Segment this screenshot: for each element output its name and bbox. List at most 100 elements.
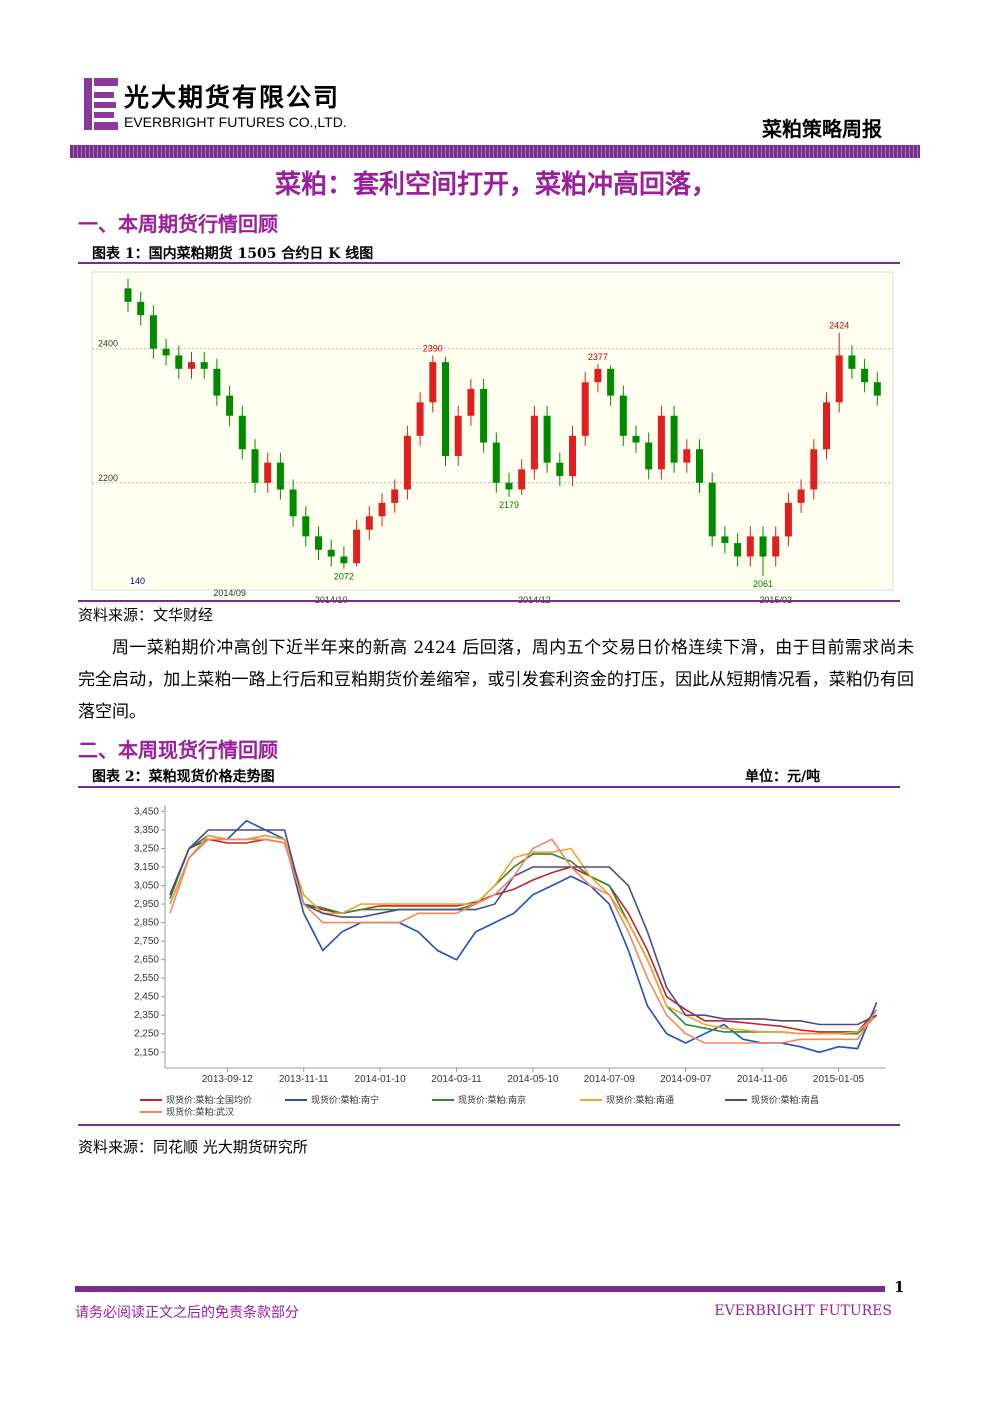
series-line xyxy=(169,829,878,1026)
candle-body xyxy=(823,402,830,450)
candle-body xyxy=(403,435,411,490)
x-tick-label: 2014-11-06 xyxy=(737,1074,788,1085)
y-tick-label: 3,150 xyxy=(134,862,159,873)
candle-body xyxy=(429,362,437,403)
x-tick-label: 2015-01-05 xyxy=(813,1074,865,1085)
candle-body xyxy=(378,502,386,517)
candle-body xyxy=(810,449,818,490)
y-tick-label: 2400 xyxy=(98,339,118,349)
candle-body xyxy=(835,355,843,403)
y-tick-label: 2,650 xyxy=(134,955,159,966)
candle-body xyxy=(645,442,653,470)
candle-body xyxy=(581,382,589,436)
candle-body xyxy=(213,368,221,396)
candle-body xyxy=(149,315,157,349)
x-tick-label: 2014/09 xyxy=(213,588,246,598)
candle-body xyxy=(708,482,716,537)
figure-title: 图表 1：国内菜粕期货 1505 合约日 K 线图 xyxy=(92,246,374,262)
candle-body xyxy=(683,449,691,463)
legend-label: 现货价:菜粕:南京 xyxy=(458,1094,526,1105)
price-annotation: 2424 xyxy=(829,321,849,331)
candle-body xyxy=(264,462,272,483)
candle-body xyxy=(365,516,373,530)
y-tick-label: 2,950 xyxy=(134,899,159,910)
series-line xyxy=(169,838,878,1044)
series-line xyxy=(169,834,878,1035)
candle-body xyxy=(632,435,640,443)
footer-brand: EVERBRIGHT FUTURES xyxy=(714,1303,892,1319)
candle-body xyxy=(569,435,576,477)
candle-body xyxy=(162,348,170,356)
candle-body xyxy=(492,442,500,483)
candle-body xyxy=(619,395,627,436)
candle-body xyxy=(340,556,348,564)
x-tick-label: 2014-09-07 xyxy=(660,1074,712,1085)
candle-body xyxy=(873,382,881,396)
y-tick-label: 2200 xyxy=(98,473,118,483)
candle-body xyxy=(797,489,805,503)
legend-label: 现货价:菜粕:全国均价 xyxy=(166,1094,252,1105)
candle-body xyxy=(467,388,475,416)
candle-body xyxy=(670,415,678,463)
candle-body xyxy=(175,355,183,369)
candle-body xyxy=(861,368,869,383)
candle-body xyxy=(315,536,322,550)
candle-body xyxy=(454,415,462,456)
logo xyxy=(84,78,118,130)
candle-body xyxy=(137,301,145,316)
source: 资料来源：文华财经 xyxy=(78,606,214,624)
source: 资料来源：同花顺 光大期货研究所 xyxy=(78,1138,308,1156)
candle-body xyxy=(543,415,551,463)
candle-body xyxy=(759,536,767,557)
y-tick-label: 2,350 xyxy=(134,1010,159,1021)
series-line xyxy=(169,838,878,1033)
figure-title: 图表 2：菜粕现货价格走势图 xyxy=(92,769,275,785)
candle-body xyxy=(327,549,335,557)
y-tick-label: 2,750 xyxy=(134,936,159,947)
rule xyxy=(78,262,900,264)
kline-chart: 2200 2400 2014/09 2014/10 2014/12 2015/02 2390… xyxy=(91,271,894,604)
price-annotation: 2377 xyxy=(588,352,608,362)
x-tick-label: 2014-03-11 xyxy=(431,1074,482,1085)
line-chart: 2,150 2,250 2,350 2,450 2,550 2,650 2,750 2,850… xyxy=(134,805,885,1117)
candle-body xyxy=(505,482,513,490)
y-tick-label: 2,550 xyxy=(134,973,159,984)
rule xyxy=(78,600,900,602)
candle-body xyxy=(696,449,703,483)
y-tick-label: 2,150 xyxy=(134,1047,159,1058)
y-tick-label: 3,350 xyxy=(134,825,159,836)
candle-body xyxy=(276,462,284,490)
candle-body xyxy=(518,469,526,490)
x-tick-label: 2014-05-10 xyxy=(507,1074,559,1085)
y-tick-label: 3,050 xyxy=(134,881,159,892)
legend-label: 现货价:菜粕:武汉 xyxy=(166,1106,234,1117)
x-tick-label: 2014-01-10 xyxy=(355,1074,407,1085)
candle-body xyxy=(251,449,259,483)
candle-body xyxy=(784,502,792,537)
x-tick-label: 2014-07-09 xyxy=(584,1074,636,1085)
candle-body xyxy=(188,362,195,369)
x-tick-label: 2014/10 xyxy=(315,595,348,604)
candle-body xyxy=(772,536,780,557)
candle-body xyxy=(391,489,399,503)
x-tick-label: 2013-11-11 xyxy=(279,1074,329,1085)
candle-body xyxy=(721,536,729,544)
candle-body xyxy=(416,402,424,436)
candle-body xyxy=(238,415,246,450)
x-tick-label: 2014/12 xyxy=(518,595,551,604)
x-tick-label: 2013-09-12 xyxy=(202,1074,254,1085)
y-tick-label: 3,250 xyxy=(134,844,159,855)
disclaimer: 请务必阅读正文之后的免责条款部分 xyxy=(75,1305,299,1321)
price-annotation: 2072 xyxy=(334,572,354,582)
candle-body xyxy=(848,355,856,369)
section-heading: 二、本周现货行情回顾 xyxy=(78,738,278,762)
paragraph: 周一菜粕期价冲高创下近半年来的新高 2424 后回落，周内五个交易日价格连续下滑… xyxy=(78,638,914,722)
y-tick-label: 2,850 xyxy=(134,918,159,929)
doc-title: 菜粕：套利空间打开，菜粕冲高回落， xyxy=(274,170,717,200)
rule xyxy=(78,1124,900,1126)
series-line xyxy=(169,834,878,1035)
candle-body xyxy=(353,529,361,564)
candle-body xyxy=(480,388,488,443)
legend-label: 现货价:菜粕:南通 xyxy=(606,1094,674,1105)
